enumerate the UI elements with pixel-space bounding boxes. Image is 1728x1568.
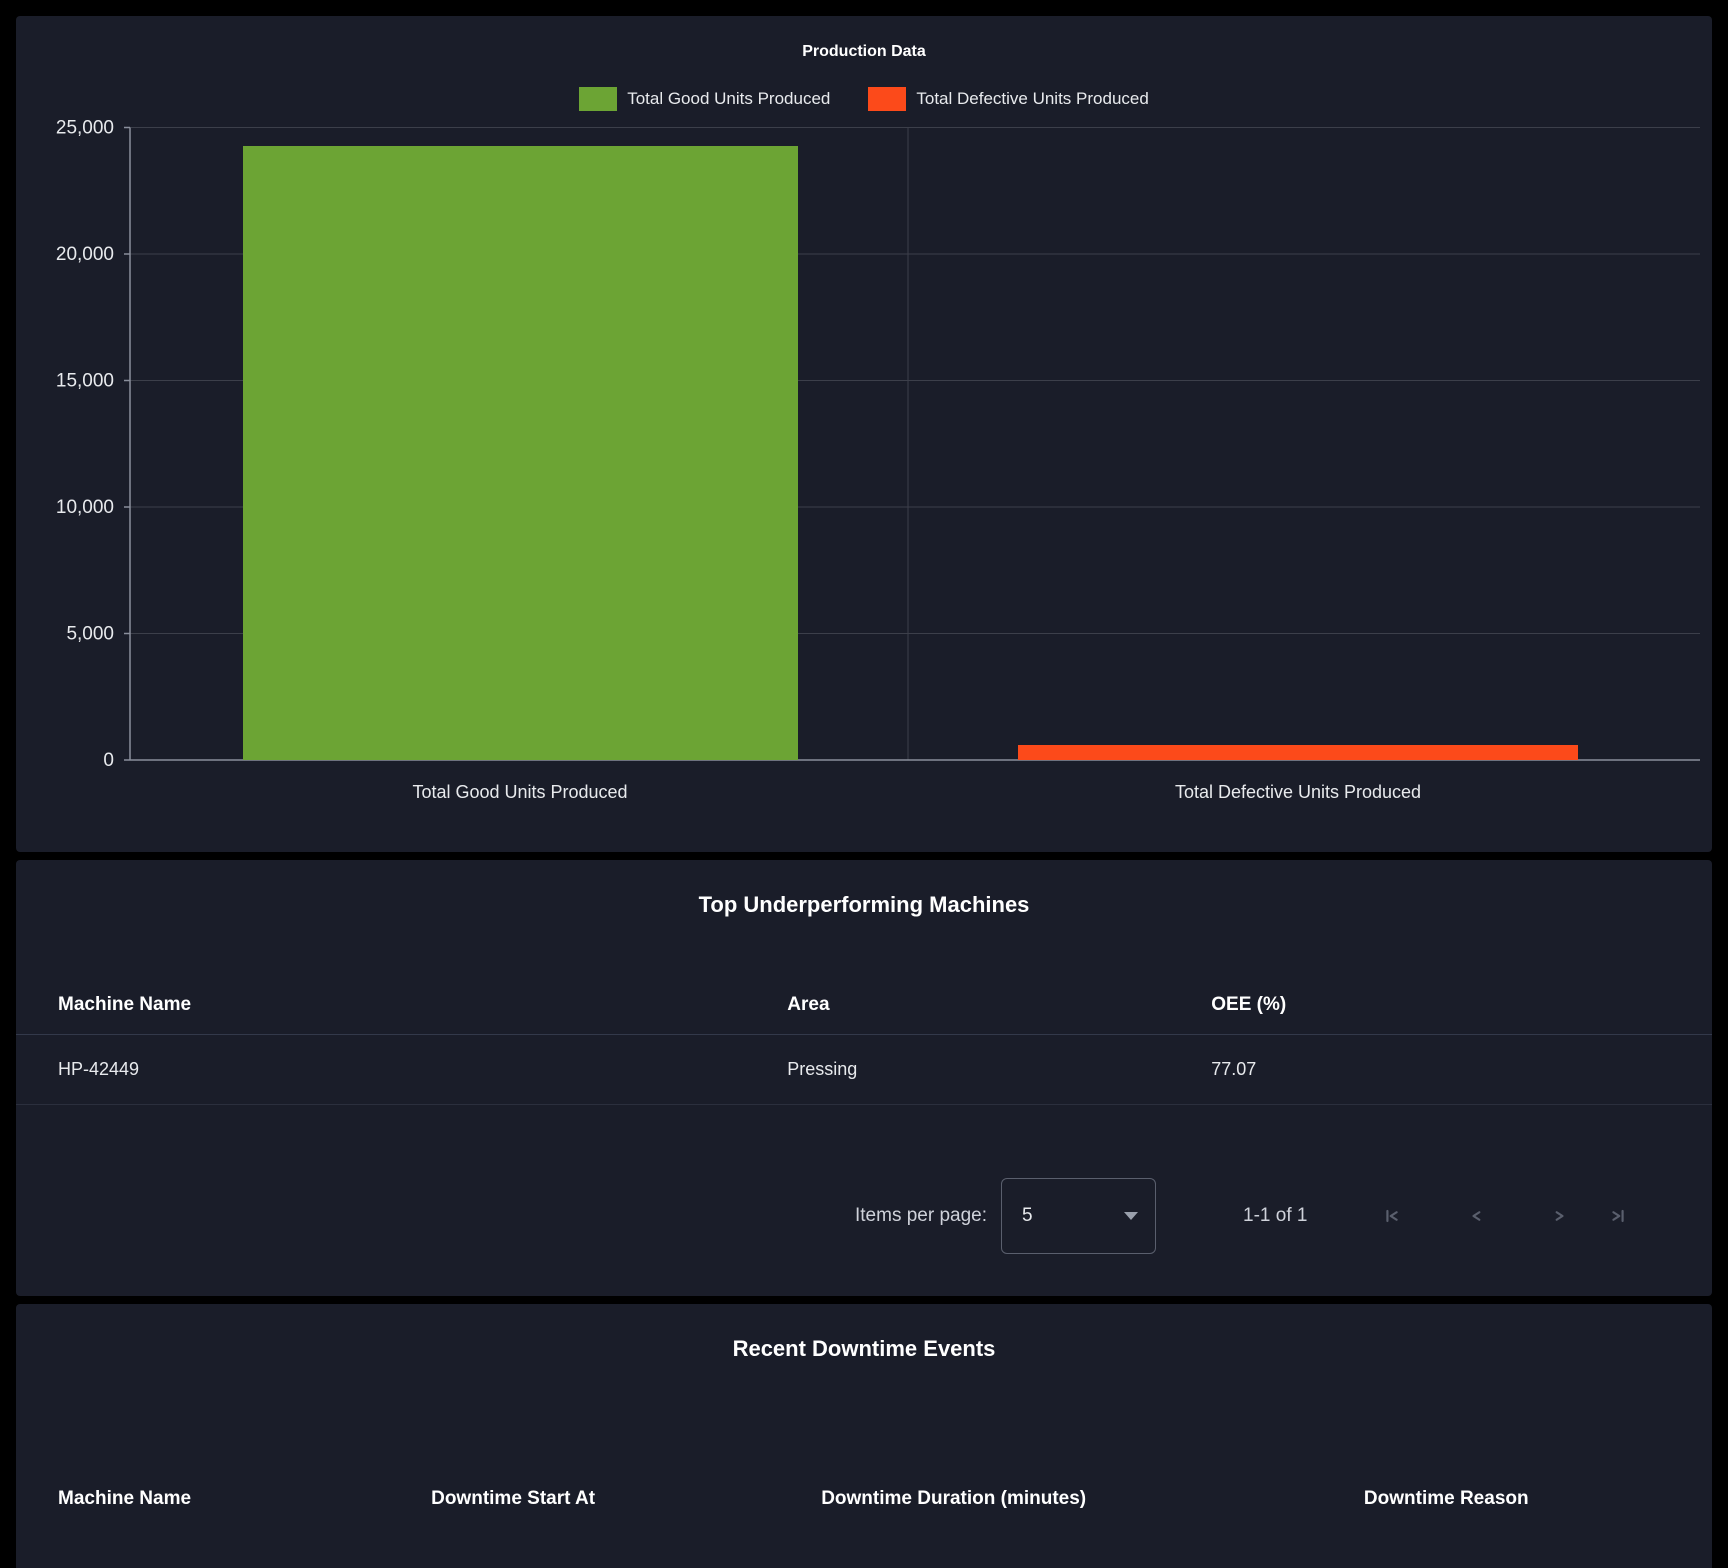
svg-text:Total Good Units Produced: Total Good Units Produced xyxy=(412,782,627,802)
svg-text:15,000: 15,000 xyxy=(56,371,114,392)
svg-text:Total Defective Units Produced: Total Defective Units Produced xyxy=(1175,782,1421,802)
svg-text:5,000: 5,000 xyxy=(66,624,114,645)
svg-text:20,000: 20,000 xyxy=(56,244,114,265)
svg-text:10,000: 10,000 xyxy=(56,497,114,518)
svg-text:25,000: 25,000 xyxy=(56,118,114,139)
svg-text:0: 0 xyxy=(103,750,114,771)
